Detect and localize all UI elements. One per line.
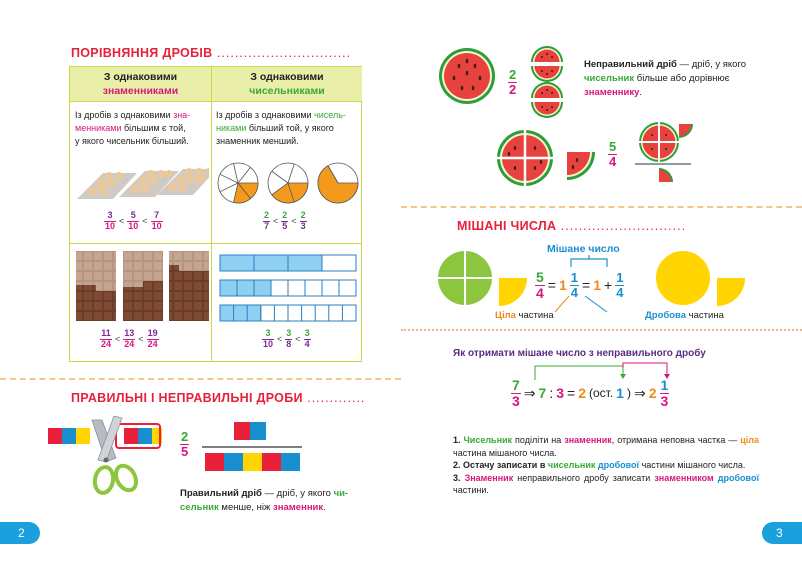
section-title-mixed-numbers: МІШАНІ ЧИСЛА ...........................… (457, 219, 687, 233)
conversion-steps: 1. Чисельник поділіти на знаменник, отри… (453, 434, 759, 497)
fractional-part-label: Дробова частина (645, 310, 724, 321)
scissors-cutting-strip-illustration (48, 416, 162, 495)
mixed-connector-lines (554, 296, 608, 313)
table-header-same-numerators: З однаковими чисельниками (212, 67, 362, 101)
left-page: ПОРІВНЯННЯ ДРОБІВ ......................… (0, 46, 401, 544)
page-number-right: 3 (762, 522, 802, 544)
proper-fraction-strips (202, 422, 302, 471)
section-title-comparison: ПОРІВНЯННЯ ДРОБІВ ......................… (71, 46, 352, 60)
watermelon-five-quarters (635, 122, 693, 182)
section-title-proper-improper: ПРАВИЛЬНІ І НЕПРАВИЛЬНІ ДРОБИ ..........… (71, 391, 366, 405)
conversion-arrows (534, 362, 670, 380)
rule-same-denominators: Із дробів з однаковими зна- менниками бі… (75, 110, 191, 146)
pie-circles-illustration (217, 162, 359, 204)
proper-fraction-definition: Правильний дріб — дріб, у якого чи- сель… (180, 488, 349, 513)
rule-same-numerators: Із дробів з однаковими чисель- никами бі… (216, 110, 346, 146)
page-number-left: 2 (0, 522, 40, 544)
mixed-number-label: Мішане число (547, 243, 620, 255)
improper-fraction-definition: Неправильний дріб — дріб, у якого чисель… (584, 59, 746, 98)
inequality-chocolate: 11 24 < 13 24 < 19 24 (100, 328, 159, 349)
inequality-same-denominators: 3 10 < 5 10 < 7 10 (104, 210, 163, 231)
step-2: 2. Остачу записати в чисельник дробової … (453, 460, 746, 470)
green-circle-illustration (438, 251, 527, 306)
whole-part-label: Ціла частина (495, 310, 554, 321)
egg-trays-illustration (77, 168, 209, 199)
chocolate-bars-illustration (76, 251, 209, 321)
watermelon-illustration (439, 46, 595, 186)
step-1: 1. Чисельник поділіти на знаменник, отри… (453, 435, 760, 458)
fraction-strips-illustration (219, 254, 357, 322)
mixed-bracket (570, 255, 608, 267)
conversion-title: Як отримати мішане число з неправильного… (453, 348, 706, 359)
comparison-table: З однаковими знаменниками З однаковими ч… (69, 66, 362, 362)
step-3: 3. Знаменник неправильного дробу записат… (453, 472, 759, 496)
yellow-circle-illustration (656, 251, 745, 306)
table-header-same-denominators: З однаковими знаменниками (70, 67, 211, 101)
